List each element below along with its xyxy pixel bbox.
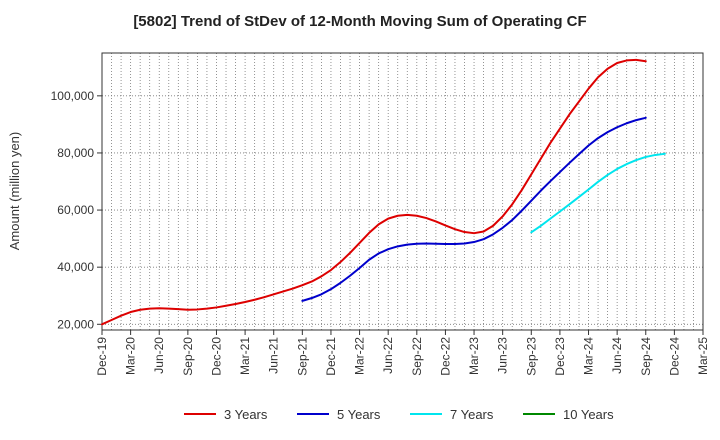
x-tick-label: Dec-20 <box>209 337 223 376</box>
legend: 3 Years 5 Years 7 Years 10 Years <box>184 407 614 422</box>
x-tick-label: Jun-20 <box>152 337 166 374</box>
legend-label-7-years: 7 Years <box>450 407 494 422</box>
x-tick-label: Mar-20 <box>124 337 138 375</box>
x-tick-label: Dec-23 <box>553 337 567 376</box>
y-tick-label: 80,000 <box>57 146 94 160</box>
x-tick-label: Dec-24 <box>667 337 681 376</box>
x-tick-label: Sep-23 <box>524 337 538 376</box>
x-tick-label: Mar-24 <box>582 337 596 375</box>
series-line-7-years <box>530 152 666 234</box>
x-tick-label: Jun-23 <box>496 337 510 374</box>
x-tick-label: Dec-19 <box>95 337 109 376</box>
x-tick-label: Dec-21 <box>324 337 338 376</box>
series-line-5-years <box>301 116 647 302</box>
y-tick-label: 60,000 <box>57 203 94 217</box>
x-tick-label: Sep-21 <box>295 337 309 376</box>
x-tick-label: Mar-23 <box>467 337 481 375</box>
grid-layer <box>101 53 704 330</box>
x-tick-label: Dec-22 <box>438 337 452 376</box>
y-tick-label: 20,000 <box>57 317 94 331</box>
x-tick-label: Jun-24 <box>610 337 624 374</box>
legend-label-5-years: 5 Years <box>337 407 381 422</box>
x-tick-label: Mar-22 <box>353 337 367 375</box>
legend-label-3-years: 3 Years <box>224 407 268 422</box>
x-tick-label: Mar-25 <box>696 337 710 375</box>
legend-label-10-years: 10 Years <box>563 407 614 422</box>
x-tick-label: Sep-20 <box>181 337 195 376</box>
x-tick-label: Sep-24 <box>639 337 653 376</box>
plot-frame <box>101 52 704 331</box>
x-tick-label: Jun-22 <box>381 337 395 374</box>
y-tick-label: 40,000 <box>57 260 94 274</box>
x-tick-label: Jun-21 <box>267 337 281 374</box>
axis-layer: 20,000 40,000 60,000 80,000 100,000 Dec-19 Mar… <box>51 52 710 376</box>
x-tick-label: Sep-22 <box>410 337 424 376</box>
y-tick-label: 100,000 <box>51 89 95 103</box>
chart-title: [5802] Trend of StDev of 12-Month Moving… <box>133 13 587 30</box>
series-layer <box>101 58 666 326</box>
y-axis-label: Amount (million yen) <box>7 132 22 251</box>
series-line-3-years <box>101 58 647 326</box>
x-tick-label: Mar-21 <box>238 337 252 375</box>
